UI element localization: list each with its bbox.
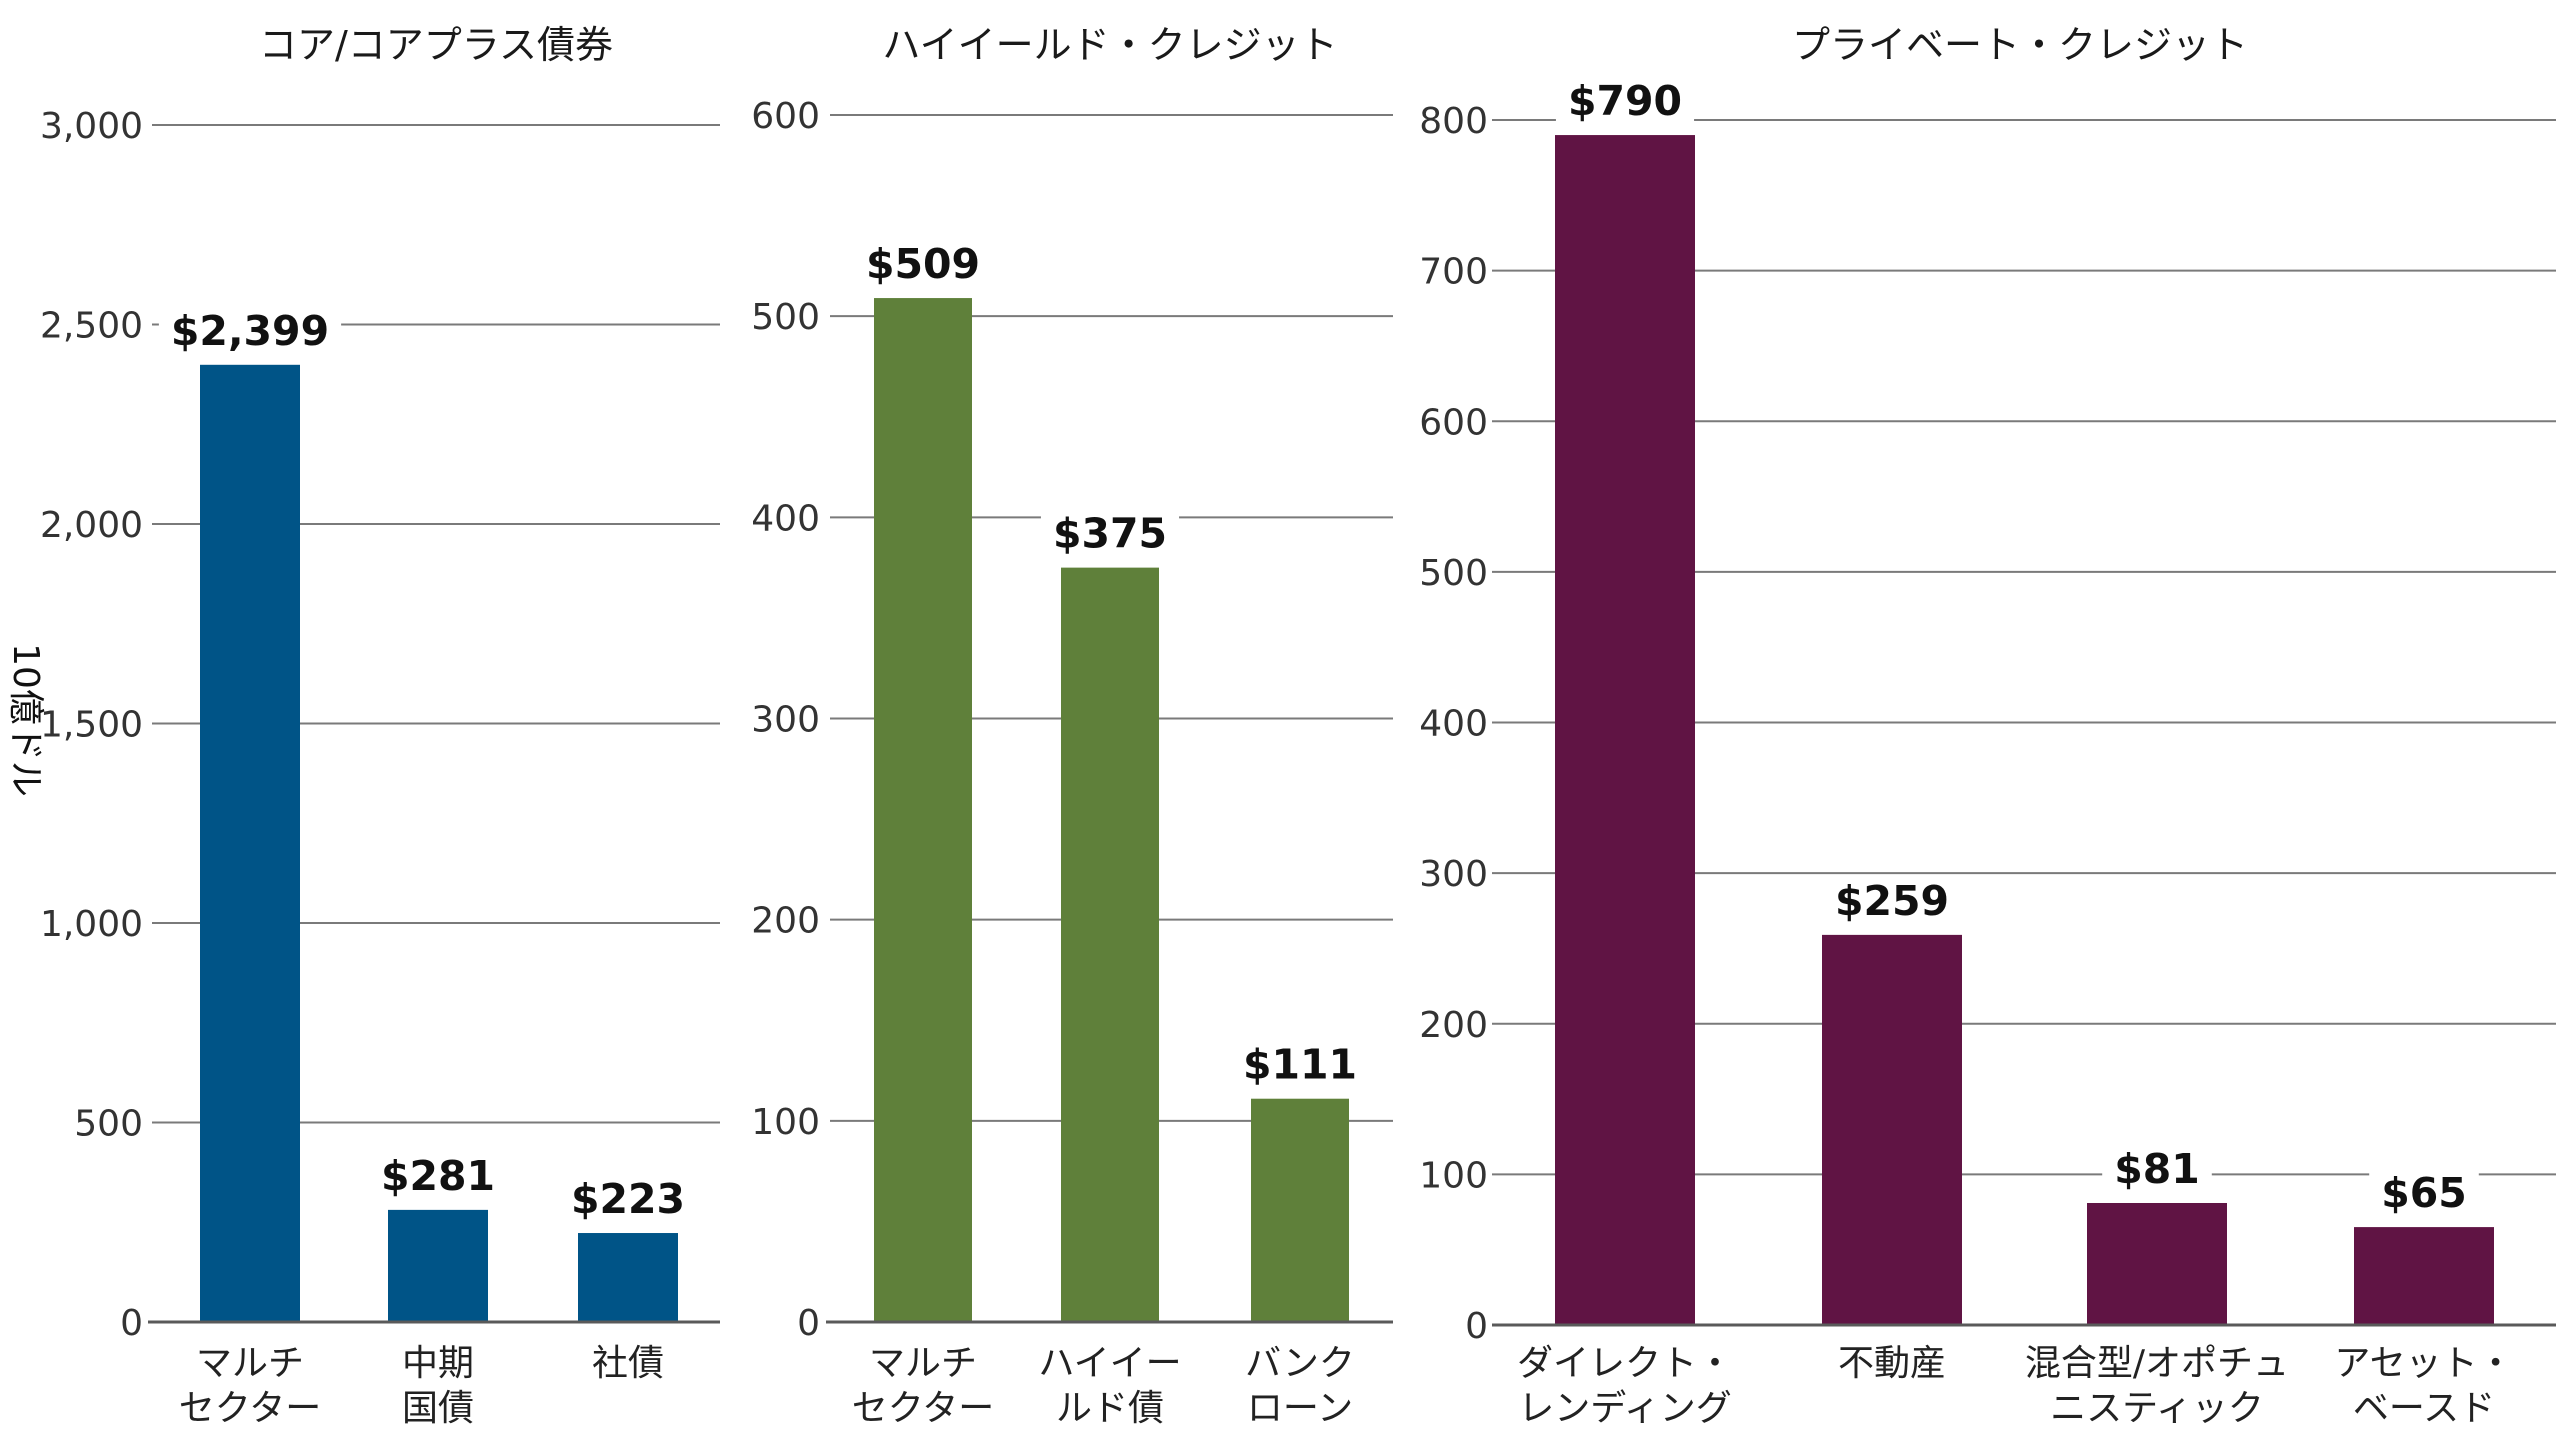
y-tick-label: 2,500 [40,306,143,347]
category-label: ニスティック [2050,1388,2264,1429]
bar-value-label: $2,399 [171,307,329,355]
y-axis-label: 10億ドル [5,643,46,797]
label-background [2369,1167,2479,1220]
y-tick-label: 100 [1419,1155,1488,1196]
category-label: マルチ [196,1343,304,1384]
y-tick-label: 300 [751,700,820,741]
label-background [1040,507,1180,560]
bars [1555,135,2494,1325]
chart-panel-2: ハイイールド・クレジット 0 100 200 300 400 500 600 $509 マルチセク… [751,23,1393,1429]
y-tick-label: 400 [751,498,820,539]
label-background [158,304,342,357]
bar [1822,934,1962,1325]
y-tick-label: 200 [1419,1005,1488,1046]
y-tick-label: 0 [1465,1306,1488,1347]
y-tick-label: 1,500 [40,705,143,746]
bar-value-label: $281 [381,1152,495,1200]
bar [1555,135,1695,1325]
category-label: ハイイー [1038,1343,1181,1384]
y-tick-label: 3,000 [40,106,143,147]
bar [874,298,972,1323]
bar [1061,567,1159,1322]
panel-title: プライベート・クレジット [1792,23,2248,67]
category-label: ベースド [2353,1388,2495,1429]
label-background [558,1173,698,1226]
y-tick-label: 700 [1419,252,1488,293]
label-background [368,1149,508,1202]
y-tick-label: 600 [1419,402,1488,443]
y-tick-label: 500 [751,297,820,338]
category-label: アセット・ [2334,1343,2513,1384]
category-label: マルチ [869,1343,977,1384]
category-label: 社債 [592,1343,664,1384]
bar-value-label: $111 [1243,1041,1357,1089]
category-label: 不動産 [1838,1343,1946,1384]
y-tick-label: 800 [1419,101,1488,142]
category-label: レンディング [1518,1388,1731,1429]
bar [200,364,300,1322]
y-tick-label: 2,000 [40,505,143,546]
label-background [1230,1038,1370,1091]
label-background [2102,1142,2212,1195]
category-label: バンク [1245,1343,1355,1384]
y-tick-label: 0 [797,1303,820,1344]
category-label: ローン [1247,1388,1353,1429]
bar [2087,1202,2227,1325]
bar [388,1209,488,1322]
category-label: 混合型/オポチュ [2025,1343,2289,1384]
category-label: 国債 [402,1388,474,1429]
y-tick-label: 0 [120,1303,143,1344]
label-background [1822,874,1962,927]
chart-panel-1: コア/コアプラス債券 0 500 1,000 1,500 2,000 2,500 3,000 $… [40,23,720,1429]
panel-title: ハイイールド・クレジット [882,23,1337,67]
category-label: セクター [179,1388,322,1429]
bar [2354,1227,2494,1325]
y-tick-label: 500 [74,1104,143,1145]
y-tick-label: 200 [751,901,820,942]
bar-value-label: $223 [571,1175,685,1223]
category-label: セクター [852,1388,995,1429]
category-label: ダイレクト・ [1517,1343,1733,1384]
bar-value-label: $790 [1568,77,1682,125]
y-tick-label: 1,000 [40,904,143,945]
bar-value-label: $509 [866,240,980,288]
bar-value-label: $375 [1053,510,1167,558]
label-background [853,238,993,291]
bar-value-label: $81 [2114,1145,2200,1193]
chart-panel-3: プライベート・クレジット 0 100 200 300 400 500 600 700 800 $79… [1419,23,2556,1429]
y-tick-label: 500 [1419,553,1488,594]
bar [578,1233,678,1322]
category-label: ルド債 [1056,1388,1164,1429]
y-tick-label: 400 [1419,704,1488,745]
y-tick-label: 600 [751,96,820,137]
label-background [1555,75,1695,128]
bar [1251,1098,1349,1322]
bar-value-label: $65 [2381,1169,2467,1217]
bars [874,298,1349,1323]
category-label: 中期 [402,1343,474,1384]
y-tick-label: 300 [1419,854,1488,895]
bars [200,364,678,1322]
bar-value-label: $259 [1835,877,1949,925]
panel-title: コア/コアプラス債券 [259,23,613,67]
y-tick-label: 100 [751,1102,820,1143]
